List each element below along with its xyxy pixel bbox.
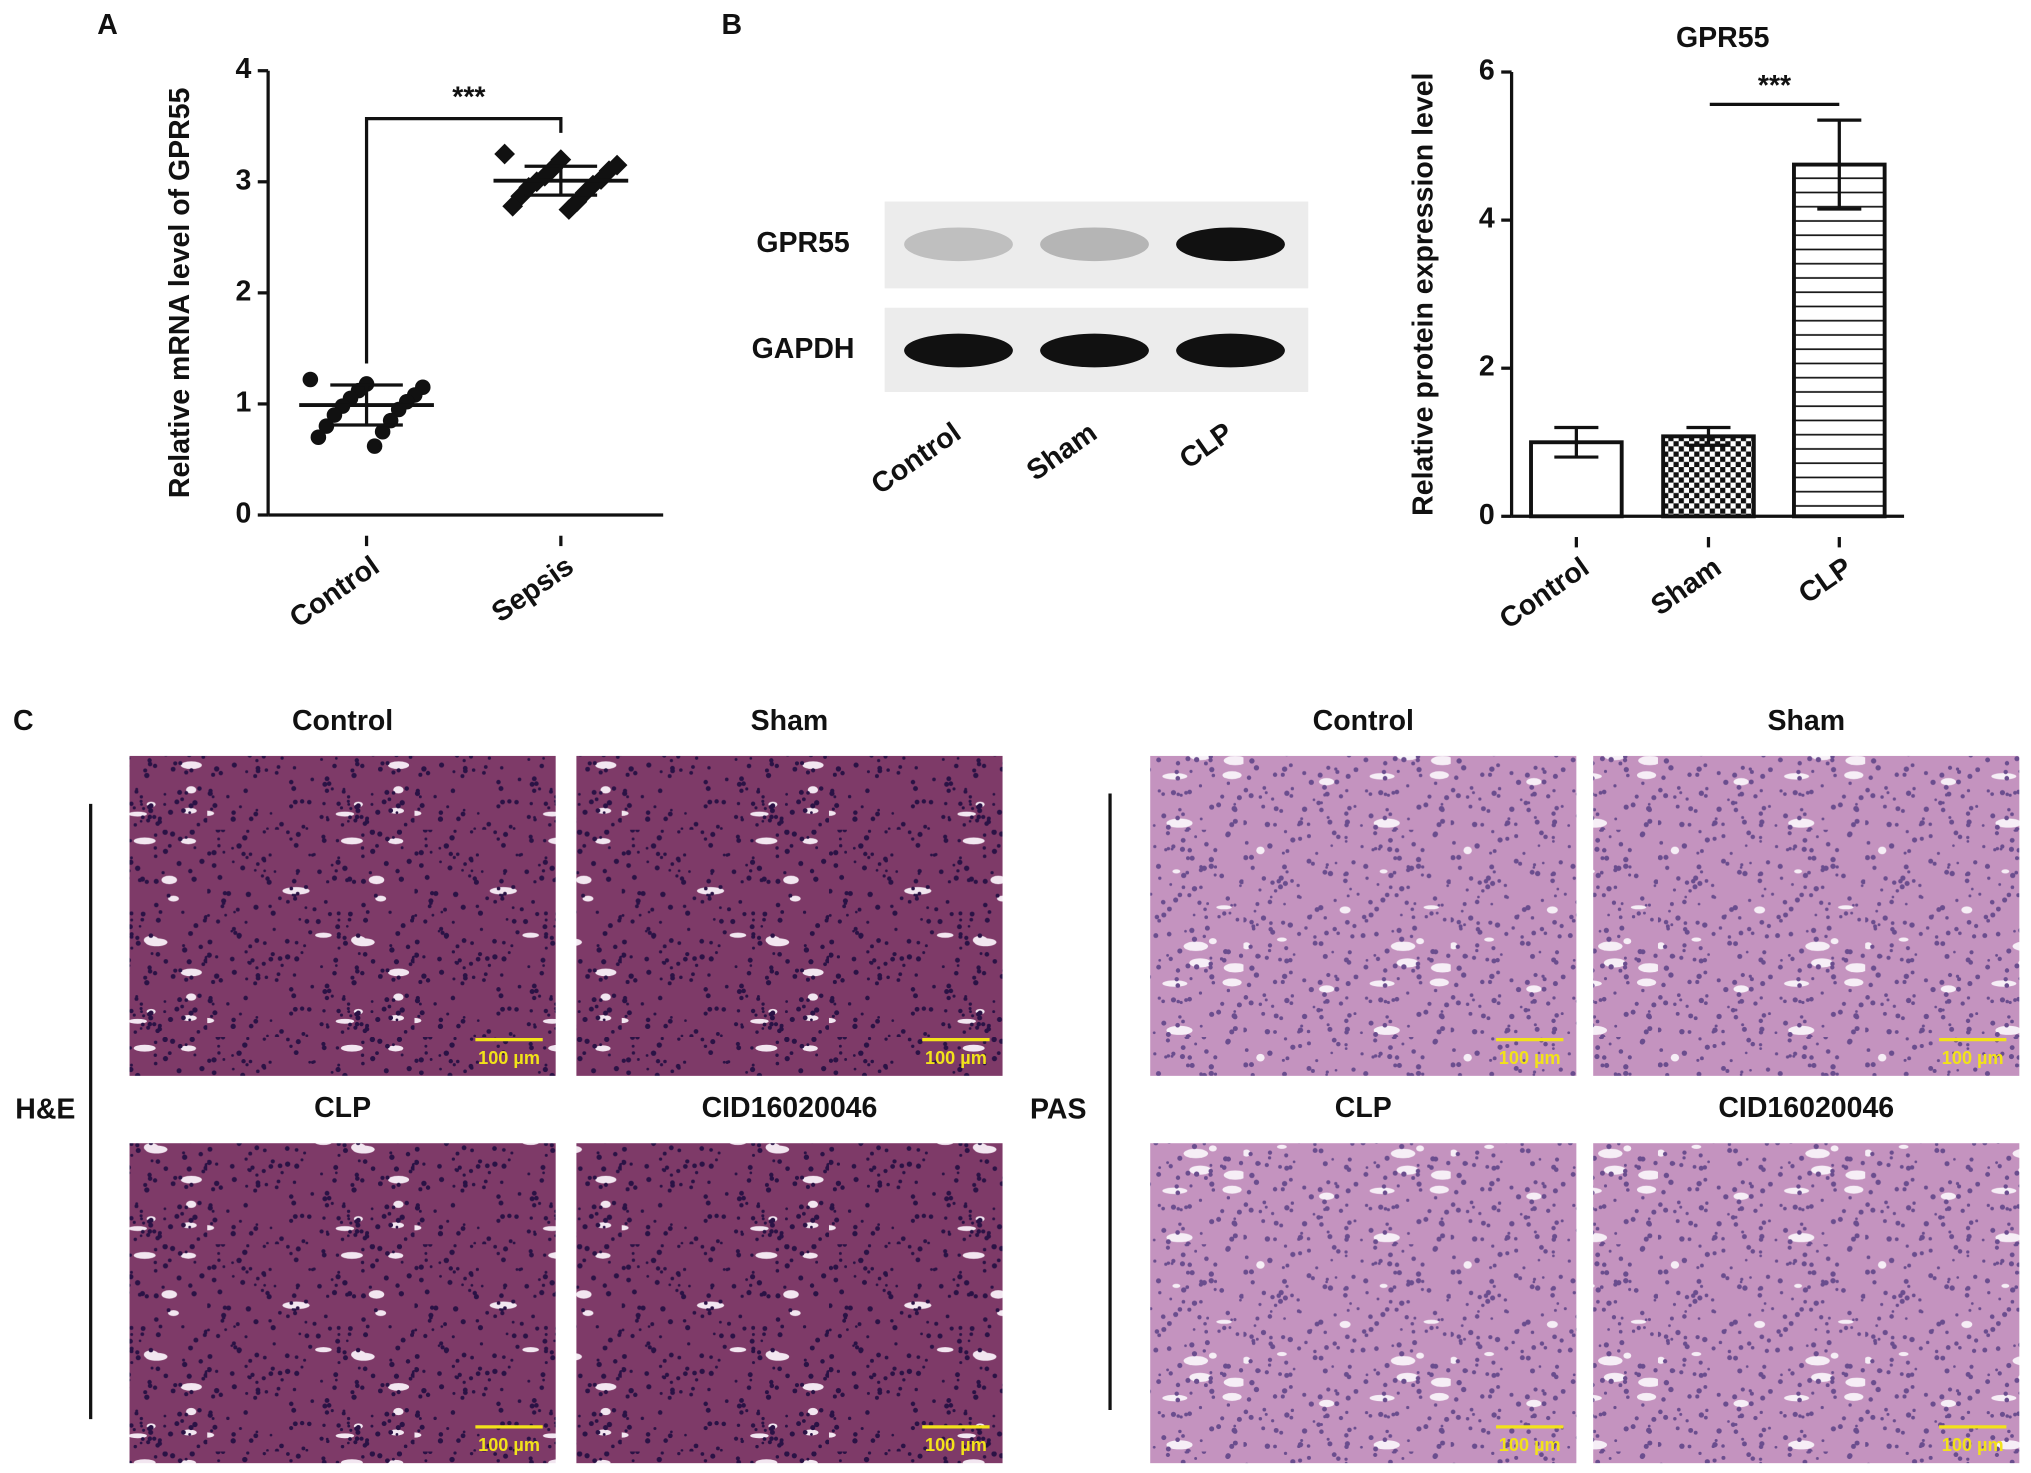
- panel-label: C: [13, 705, 34, 737]
- blot-band: [1176, 227, 1285, 262]
- y-tick-label: 4: [1479, 203, 1495, 235]
- point: [374, 423, 391, 440]
- x-tick-label: Sham: [1645, 551, 1727, 622]
- scale-bar-label: 100 µm: [478, 1435, 540, 1455]
- blot-band: [1176, 333, 1285, 368]
- error-bar: [1817, 118, 1862, 211]
- x-tick-label: Control: [1494, 551, 1595, 635]
- blot-lane-label: CLP: [1174, 417, 1239, 476]
- point: [326, 407, 343, 423]
- point: [606, 154, 628, 176]
- blot-band: [1040, 227, 1149, 262]
- blot-band: [1040, 333, 1149, 368]
- image-title: Sham: [751, 705, 829, 737]
- significance: ***: [1758, 70, 1792, 102]
- micrograph: [1150, 1143, 1577, 1464]
- micrograph: [129, 1143, 556, 1464]
- y-tick-label: 0: [235, 498, 251, 530]
- blot-lane-label: Sham: [1021, 417, 1103, 488]
- blot-band: [904, 227, 1013, 262]
- micrograph: [1593, 755, 2020, 1076]
- scale-bar-label: 100 µm: [1942, 1435, 2004, 1455]
- scale-bar-label: 100 µm: [1499, 1435, 1561, 1455]
- point: [310, 429, 327, 446]
- image-title: Control: [292, 705, 393, 737]
- y-tick-label: 0: [1479, 499, 1495, 531]
- image-title: CLP: [314, 1092, 371, 1124]
- significance-bracket: [364, 117, 563, 364]
- blot-row-label: GAPDH: [752, 333, 855, 365]
- stain-label: H&E: [15, 1093, 75, 1125]
- y-axis-label: Relative protein expression level: [1407, 73, 1439, 516]
- point: [366, 438, 383, 454]
- micrograph: [576, 755, 1003, 1076]
- sd-bar: [524, 164, 598, 197]
- x-tick-label: Control: [284, 550, 385, 634]
- micrograph: [1150, 755, 1577, 1076]
- error-bar: [1686, 425, 1731, 447]
- image-title: Control: [1313, 705, 1414, 737]
- chart-title: GPR55: [1676, 22, 1770, 54]
- x-tick-label: Sepsis: [486, 550, 580, 629]
- bar: [1661, 434, 1756, 519]
- point: [558, 199, 580, 220]
- y-axis-label: Relative mRNA level of GPR55: [164, 87, 196, 498]
- blot-band: [904, 333, 1013, 368]
- error-bar: [1554, 425, 1599, 459]
- blot-lane-label: Control: [866, 417, 967, 501]
- y-tick-label: 2: [235, 275, 251, 307]
- point: [302, 371, 319, 388]
- panel-label: B: [722, 9, 743, 41]
- y-tick-label: 3: [235, 164, 251, 196]
- x-tick-label: CLP: [1793, 551, 1858, 610]
- bar: [1792, 162, 1887, 519]
- scale-bar-label: 100 µm: [925, 1435, 987, 1455]
- stain-label: PAS: [1030, 1093, 1086, 1125]
- scale-bar-label: 100 µm: [925, 1048, 987, 1068]
- significance: ***: [452, 82, 486, 114]
- image-title: CLP: [1335, 1092, 1392, 1124]
- micrograph: [576, 1143, 1003, 1464]
- y-tick-label: 2: [1479, 351, 1495, 383]
- scale-bar-label: 100 µm: [478, 1048, 540, 1068]
- point: [550, 149, 572, 170]
- panel-label: A: [97, 9, 118, 41]
- image-title: CID16020046: [702, 1092, 878, 1124]
- scale-bar-label: 100 µm: [1499, 1048, 1561, 1068]
- micrograph: [129, 755, 556, 1076]
- point: [502, 195, 524, 217]
- point: [318, 418, 335, 434]
- y-tick-label: 6: [1479, 55, 1495, 87]
- image-title: Sham: [1767, 705, 1845, 737]
- sd-bar: [330, 383, 403, 427]
- micrograph: [1593, 1143, 2020, 1464]
- y-tick-label: 1: [235, 386, 251, 418]
- blot-row-label: GPR55: [756, 227, 850, 259]
- y-tick-label: 4: [235, 53, 251, 85]
- point: [494, 143, 516, 165]
- image-title: CID16020046: [1718, 1092, 1894, 1124]
- scale-bar-label: 100 µm: [1942, 1048, 2004, 1068]
